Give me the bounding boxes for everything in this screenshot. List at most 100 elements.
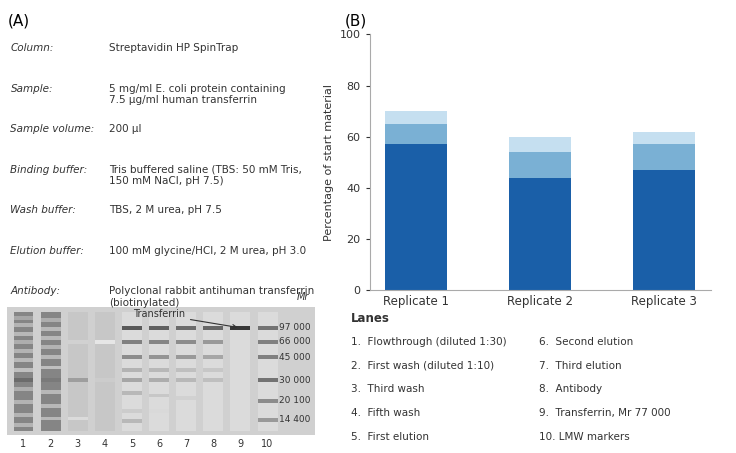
FancyBboxPatch shape [258, 340, 277, 344]
Bar [509, 178, 571, 290]
FancyBboxPatch shape [122, 355, 142, 359]
FancyBboxPatch shape [176, 355, 197, 359]
Text: 100 mM glycine/HCl, 2 M urea, pH 3.0: 100 mM glycine/HCl, 2 M urea, pH 3.0 [109, 246, 306, 255]
Bar [385, 145, 447, 290]
FancyBboxPatch shape [13, 378, 34, 382]
FancyBboxPatch shape [13, 349, 34, 353]
Text: 9.  Transferrin, Mr 77 000: 9. Transferrin, Mr 77 000 [539, 408, 671, 418]
FancyBboxPatch shape [68, 340, 88, 344]
Text: 7: 7 [183, 439, 189, 448]
Text: Sample:: Sample: [10, 84, 53, 94]
Bar [509, 137, 571, 152]
Text: 3: 3 [74, 439, 81, 448]
FancyBboxPatch shape [149, 368, 169, 372]
FancyBboxPatch shape [122, 326, 142, 330]
Text: 7.  Third elution: 7. Third elution [539, 361, 622, 371]
Text: 6.  Second elution: 6. Second elution [539, 337, 634, 347]
Text: 14 400: 14 400 [280, 415, 311, 424]
FancyBboxPatch shape [122, 340, 142, 344]
FancyBboxPatch shape [149, 409, 169, 413]
Text: TBS, 2 M urea, pH 7.5: TBS, 2 M urea, pH 7.5 [109, 205, 222, 215]
Text: 97 000: 97 000 [279, 323, 311, 333]
FancyBboxPatch shape [13, 423, 34, 427]
Text: 66 000: 66 000 [279, 337, 311, 347]
FancyBboxPatch shape [122, 368, 142, 372]
Bar [385, 124, 447, 145]
FancyBboxPatch shape [122, 312, 142, 431]
FancyBboxPatch shape [176, 396, 197, 400]
FancyBboxPatch shape [122, 419, 142, 423]
FancyBboxPatch shape [149, 326, 169, 330]
FancyBboxPatch shape [13, 358, 34, 361]
FancyBboxPatch shape [13, 387, 34, 391]
FancyBboxPatch shape [258, 355, 277, 359]
FancyBboxPatch shape [203, 326, 223, 330]
Text: Wash buffer:: Wash buffer: [10, 205, 77, 215]
FancyBboxPatch shape [7, 308, 316, 435]
Text: 4: 4 [102, 439, 108, 448]
Y-axis label: Percentage of start material: Percentage of start material [324, 84, 334, 241]
FancyBboxPatch shape [13, 312, 34, 431]
FancyBboxPatch shape [95, 378, 115, 382]
FancyBboxPatch shape [203, 368, 223, 372]
Text: 2: 2 [48, 439, 54, 448]
FancyBboxPatch shape [176, 340, 197, 344]
FancyBboxPatch shape [230, 326, 250, 330]
Text: 5.  First elution: 5. First elution [351, 432, 429, 442]
Text: 20 100: 20 100 [280, 396, 311, 405]
Text: Mr: Mr [297, 292, 309, 302]
Text: Tris buffered saline (TBS: 50 mM Tris,
150 mM NaCl, pH 7.5): Tris buffered saline (TBS: 50 mM Tris, 1… [109, 165, 302, 186]
FancyBboxPatch shape [13, 400, 34, 404]
FancyBboxPatch shape [68, 312, 88, 431]
FancyBboxPatch shape [40, 318, 60, 322]
FancyBboxPatch shape [122, 391, 142, 395]
FancyBboxPatch shape [258, 378, 277, 382]
FancyBboxPatch shape [95, 312, 115, 431]
FancyBboxPatch shape [40, 345, 60, 349]
FancyBboxPatch shape [13, 340, 34, 344]
Text: 10. LMW markers: 10. LMW markers [539, 432, 630, 442]
FancyBboxPatch shape [258, 418, 277, 422]
Text: 45 000: 45 000 [280, 353, 311, 362]
FancyBboxPatch shape [122, 378, 142, 382]
Text: 8.  Antibody: 8. Antibody [539, 385, 603, 395]
FancyBboxPatch shape [13, 323, 34, 327]
FancyBboxPatch shape [203, 340, 223, 344]
FancyBboxPatch shape [95, 340, 115, 344]
FancyBboxPatch shape [40, 404, 60, 408]
Text: 5 mg/ml E. coli protein containing
7.5 μg/ml human transferrin: 5 mg/ml E. coli protein containing 7.5 μ… [109, 84, 286, 106]
FancyBboxPatch shape [230, 312, 250, 431]
FancyBboxPatch shape [40, 312, 60, 431]
FancyBboxPatch shape [68, 378, 88, 382]
Bar [509, 152, 571, 178]
FancyBboxPatch shape [203, 378, 223, 382]
Text: Binding buffer:: Binding buffer: [10, 165, 88, 175]
Text: Sample volume:: Sample volume: [10, 124, 95, 134]
FancyBboxPatch shape [40, 390, 60, 394]
Text: (B): (B) [344, 14, 367, 29]
Text: Lanes: Lanes [351, 312, 390, 325]
FancyBboxPatch shape [40, 378, 60, 382]
Text: 200 μl: 200 μl [109, 124, 141, 134]
FancyBboxPatch shape [40, 327, 60, 331]
Text: 30 000: 30 000 [279, 376, 311, 385]
Bar [633, 170, 696, 290]
FancyBboxPatch shape [149, 378, 169, 382]
Text: 3.  Third wash: 3. Third wash [351, 385, 425, 395]
FancyBboxPatch shape [176, 368, 197, 372]
Text: 1.  Flowthrough (diluted 1:30): 1. Flowthrough (diluted 1:30) [351, 337, 507, 347]
FancyBboxPatch shape [149, 312, 169, 431]
FancyBboxPatch shape [258, 399, 277, 403]
FancyBboxPatch shape [122, 409, 142, 413]
FancyBboxPatch shape [13, 368, 34, 372]
Text: 8: 8 [210, 439, 216, 448]
FancyBboxPatch shape [203, 312, 223, 431]
FancyBboxPatch shape [149, 394, 169, 397]
FancyBboxPatch shape [13, 333, 34, 336]
Text: Elution buffer:: Elution buffer: [10, 246, 85, 255]
FancyBboxPatch shape [176, 312, 197, 431]
Text: 5: 5 [129, 439, 135, 448]
FancyBboxPatch shape [13, 316, 34, 319]
FancyBboxPatch shape [149, 340, 169, 344]
Text: 4.  Fifth wash: 4. Fifth wash [351, 408, 420, 418]
